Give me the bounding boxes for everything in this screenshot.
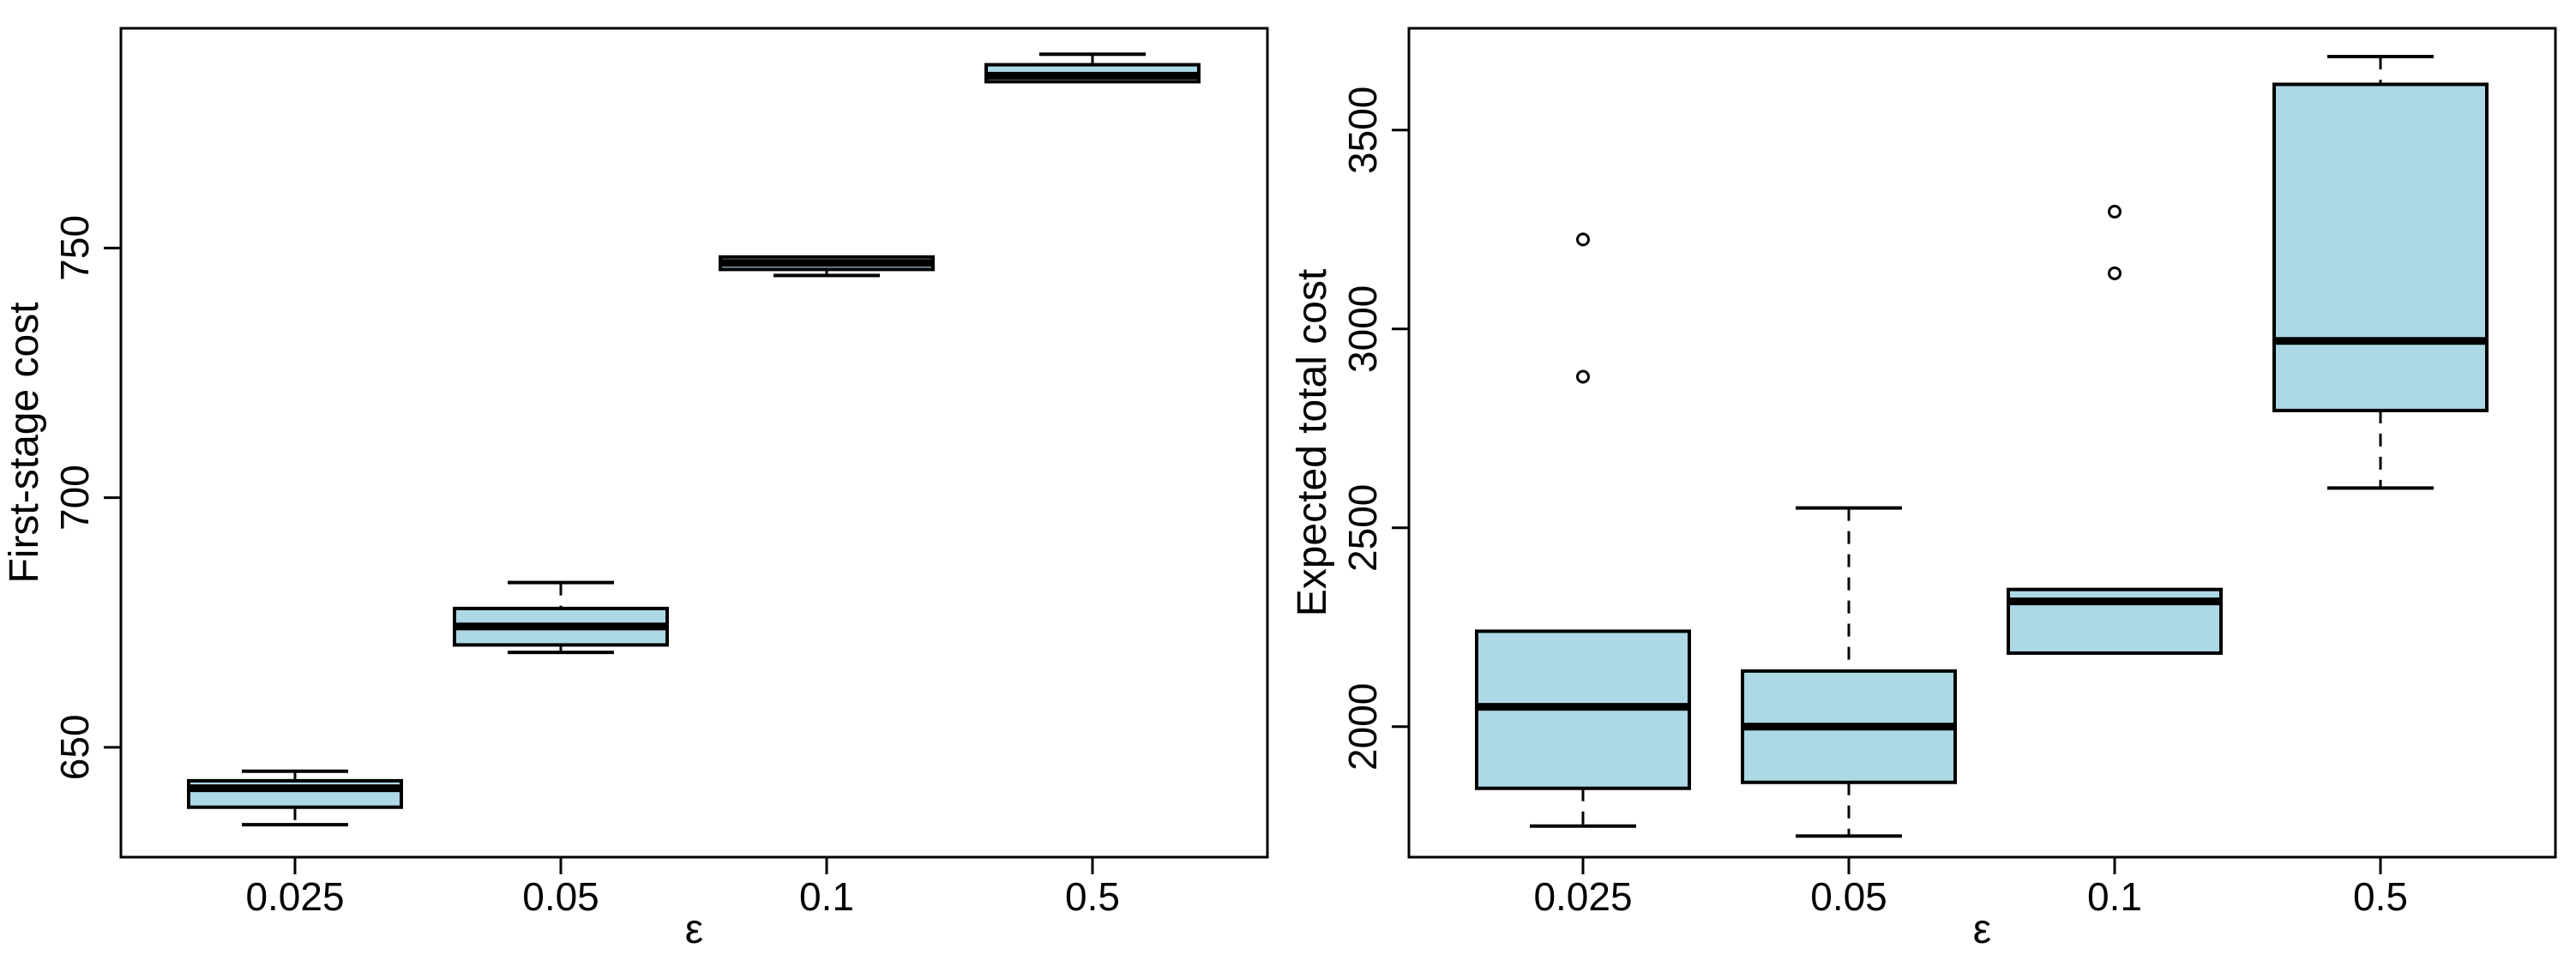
y-axis-label: Expected total cost [1290, 269, 1335, 617]
x-axis-label: ε [685, 907, 703, 952]
outlier-point [2108, 204, 2122, 219]
plot-border [119, 27, 1269, 859]
y-tick-label: 650 [52, 714, 97, 780]
outlier-point [1576, 232, 1590, 247]
x-axis-label: ε [1973, 907, 1991, 952]
y-axis-label: First-stage cost [2, 302, 47, 583]
x-tick-label: 0.05 [1810, 874, 1887, 919]
outlier-point [1576, 369, 1590, 384]
x-tick-label: 0.05 [522, 874, 599, 919]
plot-border [1407, 27, 2557, 859]
x-tick-label: 0.025 [1533, 874, 1632, 919]
y-tick-label: 3500 [1340, 87, 1385, 174]
outlier-point [2108, 266, 2122, 280]
y-tick-label: 2500 [1340, 484, 1385, 572]
expected-total-cost-boxplot: 2000 2500 3000 3500 0.025 0.05 0.1 0.5 ε Expected… [1290, 27, 2557, 952]
x-tick-label: 0.1 [2087, 874, 2142, 919]
y-tick-label: 700 [52, 465, 97, 531]
box [2272, 82, 2489, 412]
x-tick-label: 0.5 [2353, 874, 2408, 919]
y-tick-label: 3000 [1340, 285, 1385, 373]
y-tick-label: 2000 [1340, 683, 1385, 771]
expected-total-cost-panel: 2000 2500 3000 3500 0.025 0.05 0.1 0.5 ε Expected… [1288, 0, 2576, 954]
x-tick-label: 0.5 [1065, 874, 1120, 919]
x-tick-label: 0.1 [799, 874, 854, 919]
y-tick-label: 750 [52, 215, 97, 281]
first-stage-cost-boxplot: 650 700 750 0.025 0.05 0.1 0.5 ε First-stage cos… [2, 27, 1269, 952]
first-stage-cost-panel: 650 700 750 0.025 0.05 0.1 0.5 ε First-stage cos… [2, 27, 1269, 952]
x-tick-label: 0.025 [245, 874, 344, 919]
